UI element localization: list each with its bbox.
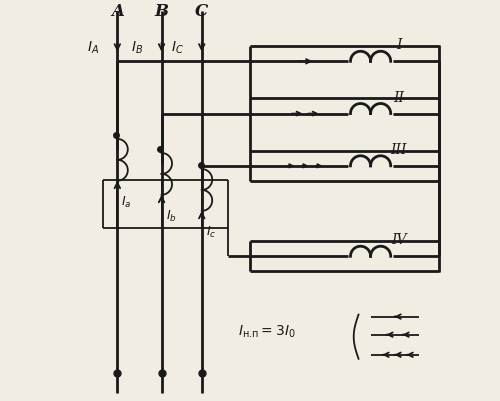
Text: $I_c$: $I_c$ — [206, 225, 216, 240]
Text: III: III — [390, 142, 407, 156]
Text: IV: IV — [391, 233, 406, 247]
Text: $I_C$: $I_C$ — [171, 40, 183, 56]
Text: $I_b$: $I_b$ — [166, 209, 176, 224]
Text: II: II — [393, 90, 404, 104]
Text: $I_A$: $I_A$ — [87, 40, 99, 56]
Text: I: I — [396, 38, 402, 52]
Text: B: B — [154, 3, 168, 20]
Text: A: A — [111, 3, 124, 20]
Text: $I_{\text{н.п}}=3I_0$: $I_{\text{н.п}}=3I_0$ — [238, 323, 296, 339]
Text: $I_B$: $I_B$ — [132, 40, 143, 56]
Text: C: C — [195, 3, 208, 20]
Text: $I_a$: $I_a$ — [122, 194, 132, 210]
